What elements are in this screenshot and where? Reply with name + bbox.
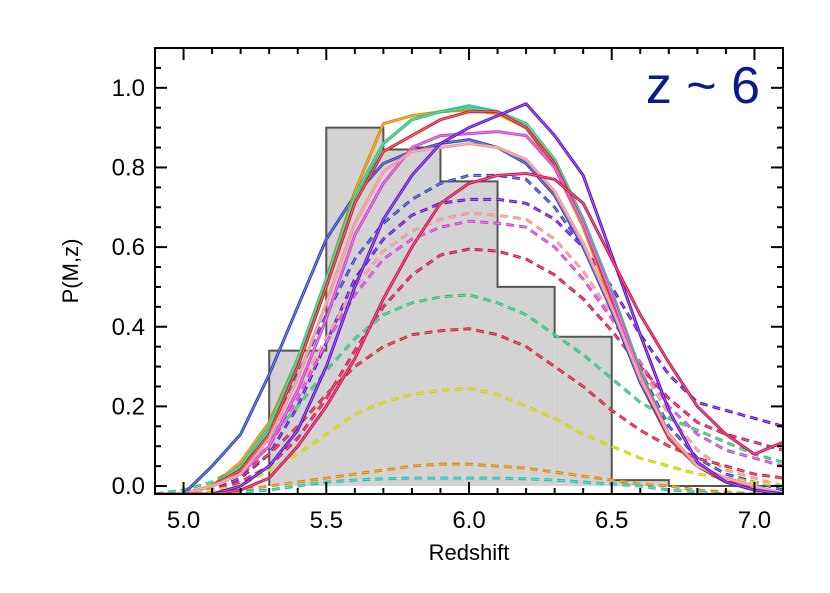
x-tick-label-4: 7.0 [738,507,771,534]
series-line-7 [155,102,783,494]
plot-area [155,102,783,494]
histogram-bar-1 [326,127,384,487]
histogram-bar-5 [497,286,555,487]
series-line-17 [155,462,783,494]
series-line-4 [155,110,783,494]
x-tick-label-3: 6.5 [595,507,628,534]
x-tick-label-2: 6.0 [452,507,485,534]
redshift-annotation: z ~ 6 [646,57,760,115]
histogram-bar-6 [554,336,612,487]
series-group [155,102,783,494]
histogram-bar-4 [440,181,498,487]
ticks: 5.0 5.5 6.0 6.5 7.0 0.0 0.2 0.4 0.6 0.8 1.0 [112,47,784,534]
y-tick-label-1: 0.2 [112,393,145,420]
series-line-6 [155,142,783,494]
y-axis-label: P(M,z) [58,239,83,304]
histogram-bar-2 [383,149,412,487]
y-tick-label-4: 0.8 [112,154,145,181]
x-tick-label-1: 5.5 [310,507,343,534]
x-tick-label-0: 5.0 [167,507,200,534]
series-line-18 [155,476,783,494]
series-line-16 [155,386,783,494]
y-tick-label-3: 0.6 [112,234,145,261]
y-tick-label-5: 1.0 [112,75,145,102]
series-line-12 [155,219,783,494]
x-axis-label: Redshift [429,540,510,565]
series-line-8 [155,171,783,494]
y-tick-label-2: 0.4 [112,314,145,341]
y-tick-label-0: 0.0 [112,473,145,500]
series-line-15 [155,327,783,494]
